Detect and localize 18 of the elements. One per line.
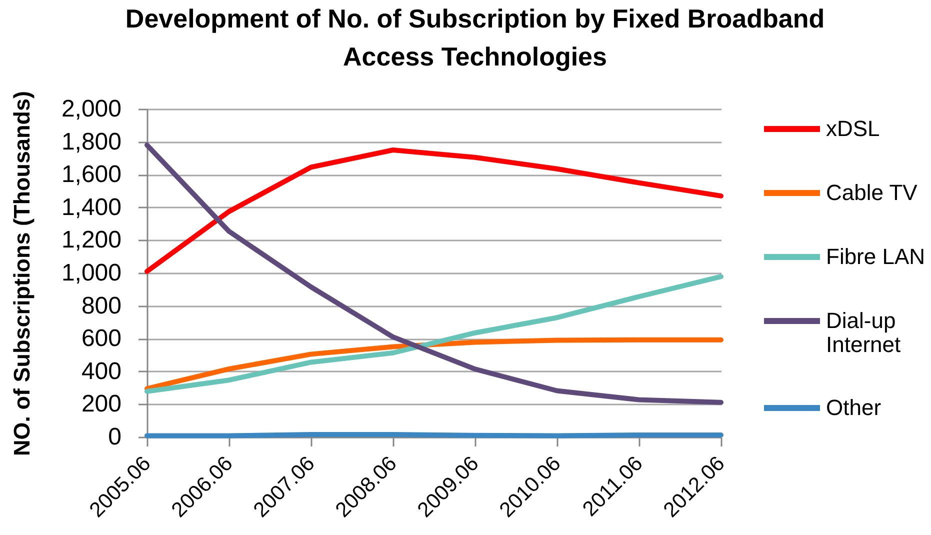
chart-title: Development of No. of Subscription by Fixed Broadband Access Technologies <box>125 4 825 72</box>
y-tick-label: 1,800 <box>61 128 122 156</box>
y-tick-label: 1,600 <box>61 161 122 188</box>
y-tick-label: 1,200 <box>61 226 122 254</box>
y-tick-label: 600 <box>81 325 122 352</box>
y-tick-label: 2,000 <box>61 96 122 122</box>
legend-label: Fibre LAN <box>826 244 926 269</box>
legend-label: xDSL <box>826 116 880 141</box>
legend-label: Dial-up Internet <box>826 308 901 357</box>
y-tick-label: 0 <box>108 424 122 450</box>
legend-label: Cable TV <box>826 180 918 205</box>
legend-label: Other <box>826 395 882 420</box>
y-tick-label: 1,400 <box>61 194 122 221</box>
y-tick-label: 800 <box>81 292 122 320</box>
y-tick-label: 400 <box>81 358 122 385</box>
y-tick-label: 200 <box>81 390 122 418</box>
y-tick-label: 1,000 <box>61 260 122 286</box>
y-axis-title: NO. of Subscriptions (Thousands) <box>9 91 34 456</box>
